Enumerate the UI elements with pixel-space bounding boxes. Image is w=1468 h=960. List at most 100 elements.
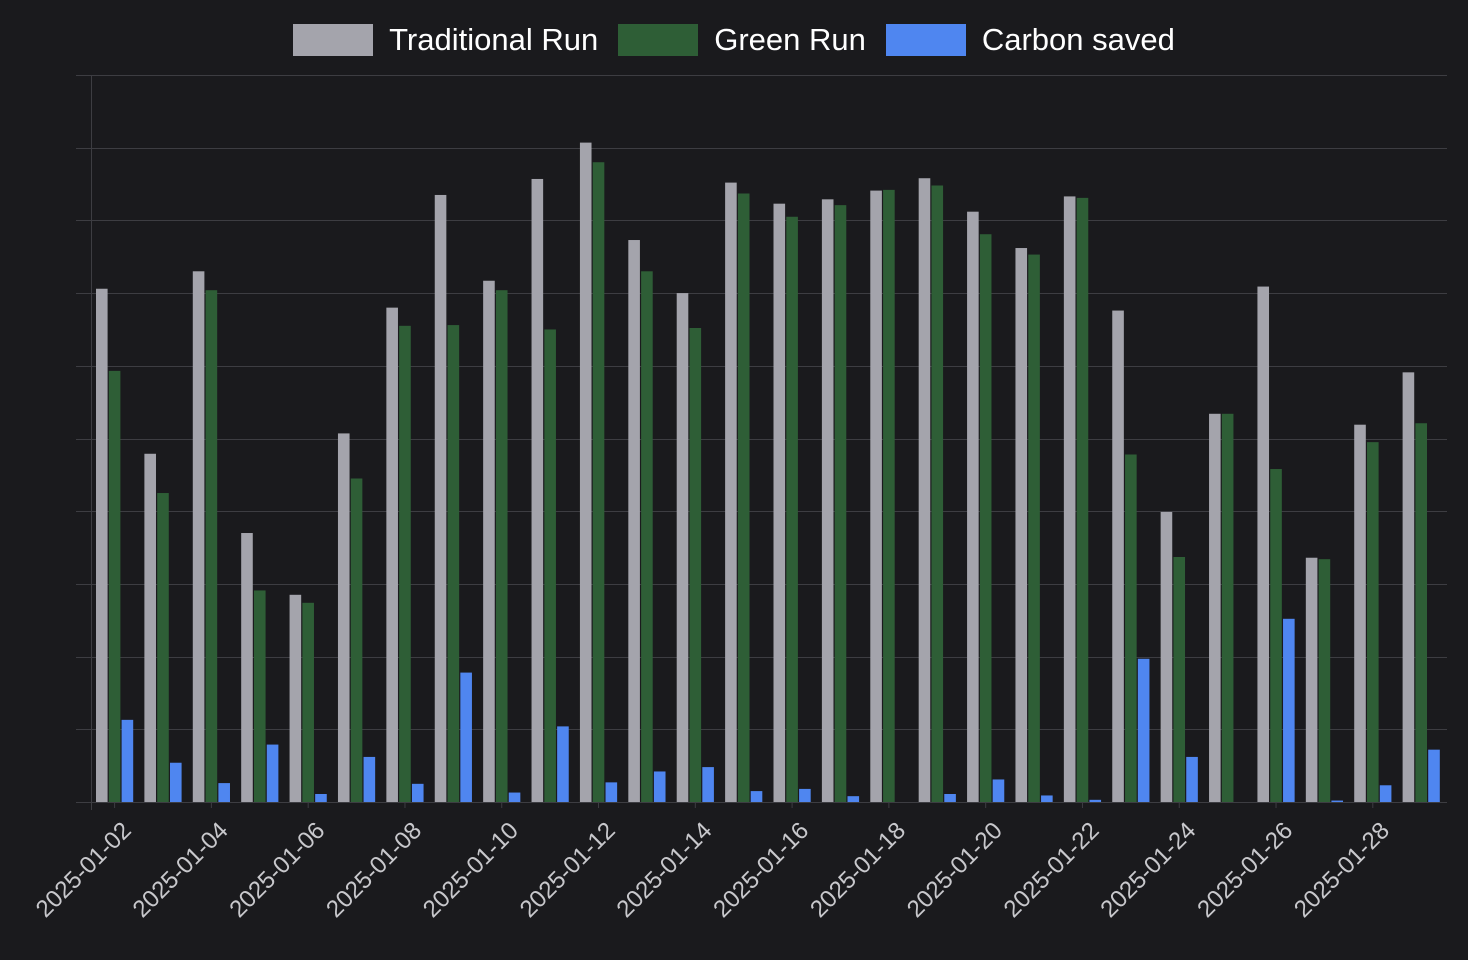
bar-carbon-saved-2025-01-06[interactable] <box>315 794 327 802</box>
bar-traditional-run-2025-01-14[interactable] <box>676 293 689 802</box>
bar-carbon-saved-2025-01-16[interactable] <box>799 788 811 802</box>
bar-group-2025-01-17 <box>821 199 860 802</box>
bar-traditional-run-2025-01-18[interactable] <box>870 190 882 803</box>
bar-group-2025-01-18 <box>870 189 895 803</box>
bar-green-run-2025-01-04[interactable] <box>205 290 218 802</box>
bar-green-run-2025-01-20[interactable] <box>979 234 992 802</box>
legend-item-green-run[interactable]: Green Run <box>618 22 866 58</box>
bar-group-2025-01-25 <box>1209 413 1234 802</box>
bar-carbon-saved-2025-01-09[interactable] <box>460 672 472 802</box>
bar-green-run-2025-01-02[interactable] <box>108 370 121 802</box>
bar-green-run-2025-01-23[interactable] <box>1125 454 1137 802</box>
bar-traditional-run-2025-01-24[interactable] <box>1160 511 1173 802</box>
bar-carbon-saved-2025-01-08[interactable] <box>411 783 424 802</box>
bar-traditional-run-2025-01-21[interactable] <box>1015 248 1028 802</box>
bar-group-2025-01-21 <box>1015 248 1053 802</box>
bar-traditional-run-2025-01-19[interactable] <box>918 178 931 803</box>
bar-traditional-run-2025-01-15[interactable] <box>725 182 737 803</box>
bar-carbon-saved-2025-01-10[interactable] <box>508 792 521 802</box>
bar-carbon-saved-2025-01-12[interactable] <box>605 782 618 802</box>
bar-traditional-run-2025-01-26[interactable] <box>1257 286 1270 802</box>
bar-green-run-2025-01-29[interactable] <box>1415 423 1428 802</box>
bar-green-run-2025-01-15[interactable] <box>737 193 750 803</box>
x-tick-label-2025-01-18: 2025-01-18 <box>805 817 911 923</box>
bar-traditional-run-2025-01-29[interactable] <box>1402 372 1415 802</box>
bar-traditional-run-2025-01-22[interactable] <box>1063 196 1076 802</box>
bar-carbon-saved-2025-01-24[interactable] <box>1186 756 1198 802</box>
bar-green-run-2025-01-28[interactable] <box>1367 442 1379 802</box>
legend-item-traditional-run[interactable]: Traditional Run <box>293 22 598 58</box>
bar-green-run-2025-01-19[interactable] <box>931 185 944 803</box>
bar-green-run-2025-01-10[interactable] <box>495 290 508 802</box>
bar-green-run-2025-01-21[interactable] <box>1028 254 1040 802</box>
bar-traditional-run-2025-01-20[interactable] <box>967 211 979 802</box>
bar-carbon-saved-2025-01-17[interactable] <box>847 796 860 802</box>
x-tick-label-2025-01-14: 2025-01-14 <box>612 817 718 923</box>
bar-carbon-saved-2025-01-26[interactable] <box>1283 618 1295 802</box>
bar-traditional-run-2025-01-13[interactable] <box>628 240 640 802</box>
bar-carbon-saved-2025-01-03[interactable] <box>169 762 182 802</box>
bar-green-run-2025-01-14[interactable] <box>689 328 702 802</box>
bar-group-2025-01-03 <box>144 453 182 802</box>
bar-carbon-saved-2025-01-14[interactable] <box>702 767 714 802</box>
bar-green-run-2025-01-16[interactable] <box>786 216 798 802</box>
bar-green-run-2025-01-13[interactable] <box>641 271 653 802</box>
bar-green-run-2025-01-08[interactable] <box>399 325 411 802</box>
bar-traditional-run-2025-01-25[interactable] <box>1209 413 1221 802</box>
bar-group-2025-01-08 <box>386 307 424 802</box>
bar-green-run-2025-01-07[interactable] <box>350 478 363 802</box>
bar-carbon-saved-2025-01-22[interactable] <box>1089 799 1102 802</box>
bar-traditional-run-2025-01-03[interactable] <box>144 453 156 802</box>
bar-green-run-2025-01-12[interactable] <box>592 162 605 803</box>
bar-traditional-run-2025-01-06[interactable] <box>289 594 302 802</box>
bar-traditional-run-2025-01-10[interactable] <box>483 280 495 802</box>
bar-carbon-saved-2025-01-04[interactable] <box>218 783 230 802</box>
bar-carbon-saved-2025-01-28[interactable] <box>1379 785 1392 802</box>
bar-carbon-saved-2025-01-21[interactable] <box>1041 795 1053 802</box>
bar-traditional-run-2025-01-17[interactable] <box>821 199 834 802</box>
bar-green-run-2025-01-11[interactable] <box>544 329 556 802</box>
legend-swatch-traditional-run <box>293 24 374 56</box>
bar-traditional-run-2025-01-12[interactable] <box>579 142 592 803</box>
bar-group-2025-01-28 <box>1354 424 1392 802</box>
bar-carbon-saved-2025-01-13[interactable] <box>653 771 666 802</box>
bar-traditional-run-2025-01-04[interactable] <box>192 271 205 802</box>
bar-green-run-2025-01-27[interactable] <box>1318 559 1331 802</box>
bar-carbon-saved-2025-01-11[interactable] <box>557 726 569 802</box>
bar-traditional-run-2025-01-11[interactable] <box>531 178 544 802</box>
bar-traditional-run-2025-01-28[interactable] <box>1354 424 1366 802</box>
bar-green-run-2025-01-03[interactable] <box>157 493 169 802</box>
bar-traditional-run-2025-01-27[interactable] <box>1305 557 1318 802</box>
bar-traditional-run-2025-01-05[interactable] <box>241 533 253 802</box>
bar-carbon-saved-2025-01-15[interactable] <box>750 791 763 802</box>
bar-group-2025-01-22 <box>1063 196 1102 803</box>
x-tick-label-2025-01-28: 2025-01-28 <box>1289 817 1395 923</box>
bar-carbon-saved-2025-01-07[interactable] <box>363 756 376 802</box>
bar-traditional-run-2025-01-02[interactable] <box>96 288 108 802</box>
bar-traditional-run-2025-01-09[interactable] <box>434 194 447 802</box>
bar-carbon-saved-2025-01-23[interactable] <box>1137 658 1150 802</box>
bar-carbon-saved-2025-01-27[interactable] <box>1331 800 1344 802</box>
bar-green-run-2025-01-17[interactable] <box>834 205 847 802</box>
bar-green-run-2025-01-22[interactable] <box>1076 197 1089 803</box>
bar-green-run-2025-01-26[interactable] <box>1270 469 1282 802</box>
bar-carbon-saved-2025-01-05[interactable] <box>266 744 279 802</box>
bar-carbon-saved-2025-01-19[interactable] <box>944 794 956 802</box>
bar-carbon-saved-2025-01-02[interactable] <box>121 719 134 802</box>
bar-green-run-2025-01-06[interactable] <box>302 602 314 802</box>
bar-green-run-2025-01-05[interactable] <box>253 590 266 802</box>
legend-swatch-green-run <box>618 24 699 56</box>
bar-traditional-run-2025-01-23[interactable] <box>1112 310 1124 802</box>
bar-green-run-2025-01-25[interactable] <box>1221 413 1234 802</box>
chart-legend: Traditional Run Green Run Carbon saved <box>0 22 1468 58</box>
bar-green-run-2025-01-24[interactable] <box>1173 557 1186 802</box>
legend-item-carbon-saved[interactable]: Carbon saved <box>885 22 1175 58</box>
bar-traditional-run-2025-01-16[interactable] <box>773 203 786 802</box>
bar-carbon-saved-2025-01-29[interactable] <box>1428 749 1440 802</box>
bar-green-run-2025-01-09[interactable] <box>447 325 460 802</box>
bar-green-run-2025-01-18[interactable] <box>883 189 895 802</box>
bar-traditional-run-2025-01-07[interactable] <box>337 433 350 802</box>
bar-carbon-saved-2025-01-20[interactable] <box>992 779 1005 802</box>
bar-traditional-run-2025-01-08[interactable] <box>386 307 398 802</box>
